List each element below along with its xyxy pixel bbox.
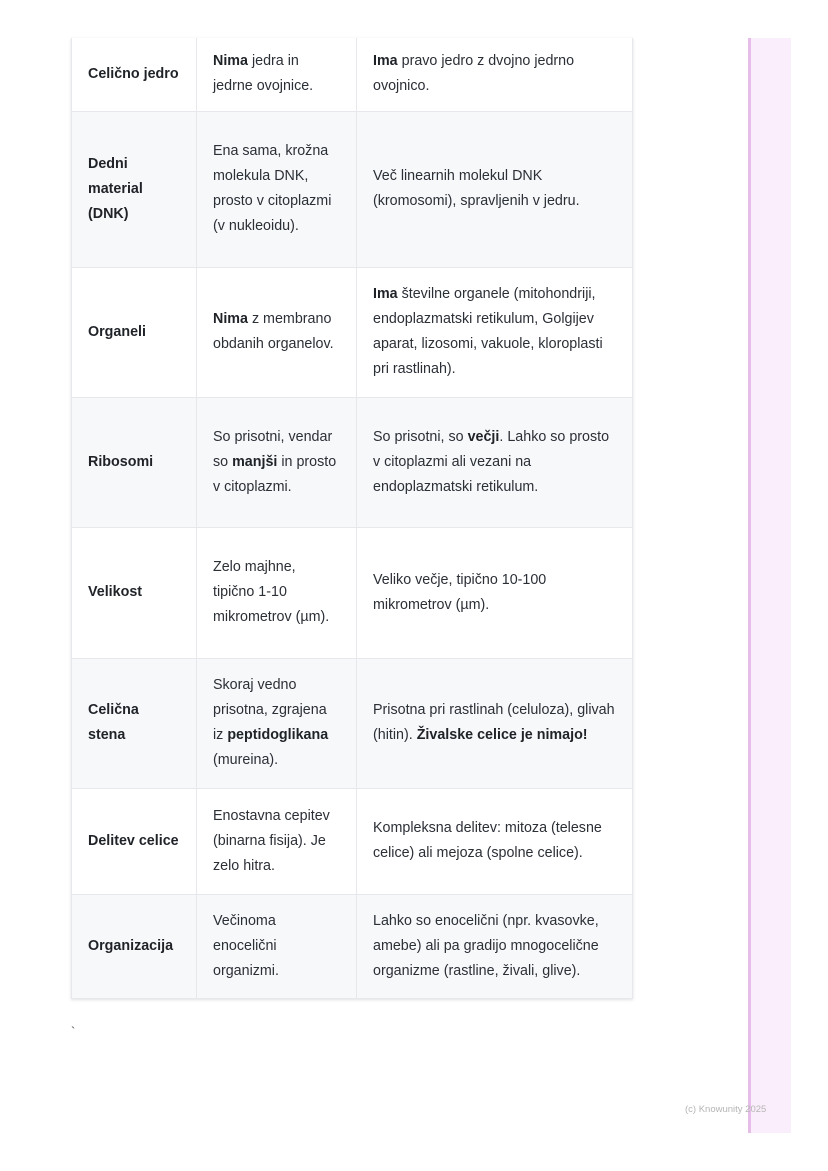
row-label: Velikost <box>71 526 197 659</box>
table-row: Velikost Zelo majhne, tipično 1-10 mikrom… <box>71 526 633 659</box>
table-row: Ribosomi So prisotni, vendar so manjši in… <box>71 396 633 528</box>
text: Večinoma enocelični organizmi. <box>213 912 279 979</box>
prokaryote-cell: Skoraj vedno prisotna, zgrajena iz pepti… <box>196 657 357 789</box>
row-label: Dedni material (DNK) <box>71 110 197 268</box>
prokaryote-cell: Ena sama, krožna molekula DNK, prosto v … <box>196 110 357 268</box>
row-label: Celična stena <box>71 657 197 789</box>
text: Kompleksna delitev: mitoza (telesne celi… <box>373 820 602 861</box>
row-label: Organeli <box>71 266 197 398</box>
bold-text: Nima <box>213 53 248 70</box>
bold-text: manjši <box>232 453 278 470</box>
row-label: Celično jedro <box>71 38 197 112</box>
prokaryote-cell: Nima jedra in jedrne ovojnice. <box>196 38 357 112</box>
table-row: Organizacija Večinoma enocelični organizm… <box>71 893 633 999</box>
eukaryote-cell: Prisotna pri rastlinah (celuloza), gliva… <box>356 657 633 789</box>
stray-backtick: ` <box>71 1024 76 1039</box>
eukaryote-cell: Lahko so enocelični (npr. kvasovke, ameb… <box>356 893 633 999</box>
side-accent-line <box>748 38 751 1133</box>
text: Ena sama, krožna molekula DNK, prosto v … <box>213 143 332 234</box>
table-row: Celično jedro Nima jedra in jedrne ovojni… <box>71 38 633 112</box>
text: Več linearnih molekul DNK (kromosomi), s… <box>373 168 580 209</box>
table-row: Organeli Nima z membrano obdanih organelo… <box>71 266 633 398</box>
eukaryote-cell: Veliko večje, tipično 10-100 mikrometrov… <box>356 526 633 659</box>
prokaryote-cell: Večinoma enocelični organizmi. <box>196 893 357 999</box>
eukaryote-cell: Ima pravo jedro z dvojno jedrno ovojnico… <box>356 38 633 112</box>
text: in prosto v citoplazmi. <box>213 453 337 495</box>
eukaryote-cell: So prisotni, so večji. Lahko so prosto v… <box>356 396 633 528</box>
table-row: Dedni material (DNK) Ena sama, krožna mol… <box>71 110 633 268</box>
text: So prisotni, vendar so <box>213 428 333 470</box>
prokaryote-cell: Enostavna cepitev (binarna fisija). Je z… <box>196 787 357 895</box>
text: Enostavna cepitev (binarna fisija). Je z… <box>213 807 330 874</box>
text: jedra in jedrne ovojnice. <box>213 53 314 95</box>
bold-text: večji <box>467 428 500 445</box>
text: Lahko so enocelični (npr. kvasovke, ameb… <box>373 912 599 979</box>
side-accent-bar <box>748 38 791 1133</box>
bold-text: Živalske celice je nimajo! <box>416 727 588 743</box>
text: z membrano obdanih organelov. <box>213 311 334 352</box>
text: So prisotni, so <box>373 428 468 445</box>
prokaryote-cell: Nima z membrano obdanih organelov. <box>196 266 357 398</box>
text: Prisotna pri rastlinah (celuloza), gliva… <box>373 702 615 743</box>
text: Veliko večje, tipično 10-100 mikrometrov… <box>373 571 547 613</box>
row-label: Ribosomi <box>71 396 197 528</box>
text: Zelo majhne, tipično 1-10 mikrometrov (µ… <box>213 559 330 625</box>
row-label: Organizacija <box>71 893 197 999</box>
eukaryote-cell: Več linearnih molekul DNK (kromosomi), s… <box>356 110 633 268</box>
text: pravo jedro z dvojno jedrno ovojnico. <box>373 53 575 95</box>
copyright-footer: (c) Knowunity 2025 <box>685 1104 767 1115</box>
eukaryote-cell: Kompleksna delitev: mitoza (telesne celi… <box>356 787 633 895</box>
bold-text: peptidoglikana <box>227 727 329 743</box>
text: Skoraj vedno prisotna, zgrajena iz <box>213 677 327 743</box>
eukaryote-cell: Ima številne organele (mitohondriji, end… <box>356 266 633 398</box>
bold-text: Ima <box>373 53 398 70</box>
bold-text: Ima <box>373 286 398 302</box>
text: . Lahko so prosto v citoplazmi ali vezan… <box>373 428 610 495</box>
prokaryote-cell: Zelo majhne, tipično 1-10 mikrometrov (µ… <box>196 526 357 659</box>
text: številne organele (mitohondriji, endopla… <box>373 286 603 377</box>
text: (mureina). <box>213 752 279 768</box>
bold-text: Nima <box>213 311 248 327</box>
table-row: Delitev celice Enostavna cepitev (binarna… <box>71 787 633 895</box>
comparison-table: Celično jedro Nima jedra in jedrne ovojni… <box>71 38 633 999</box>
row-label: Delitev celice <box>71 787 197 895</box>
table-row: Celična stena Skoraj vedno prisotna, zgra… <box>71 657 633 789</box>
prokaryote-cell: So prisotni, vendar so manjši in prosto … <box>196 396 357 528</box>
